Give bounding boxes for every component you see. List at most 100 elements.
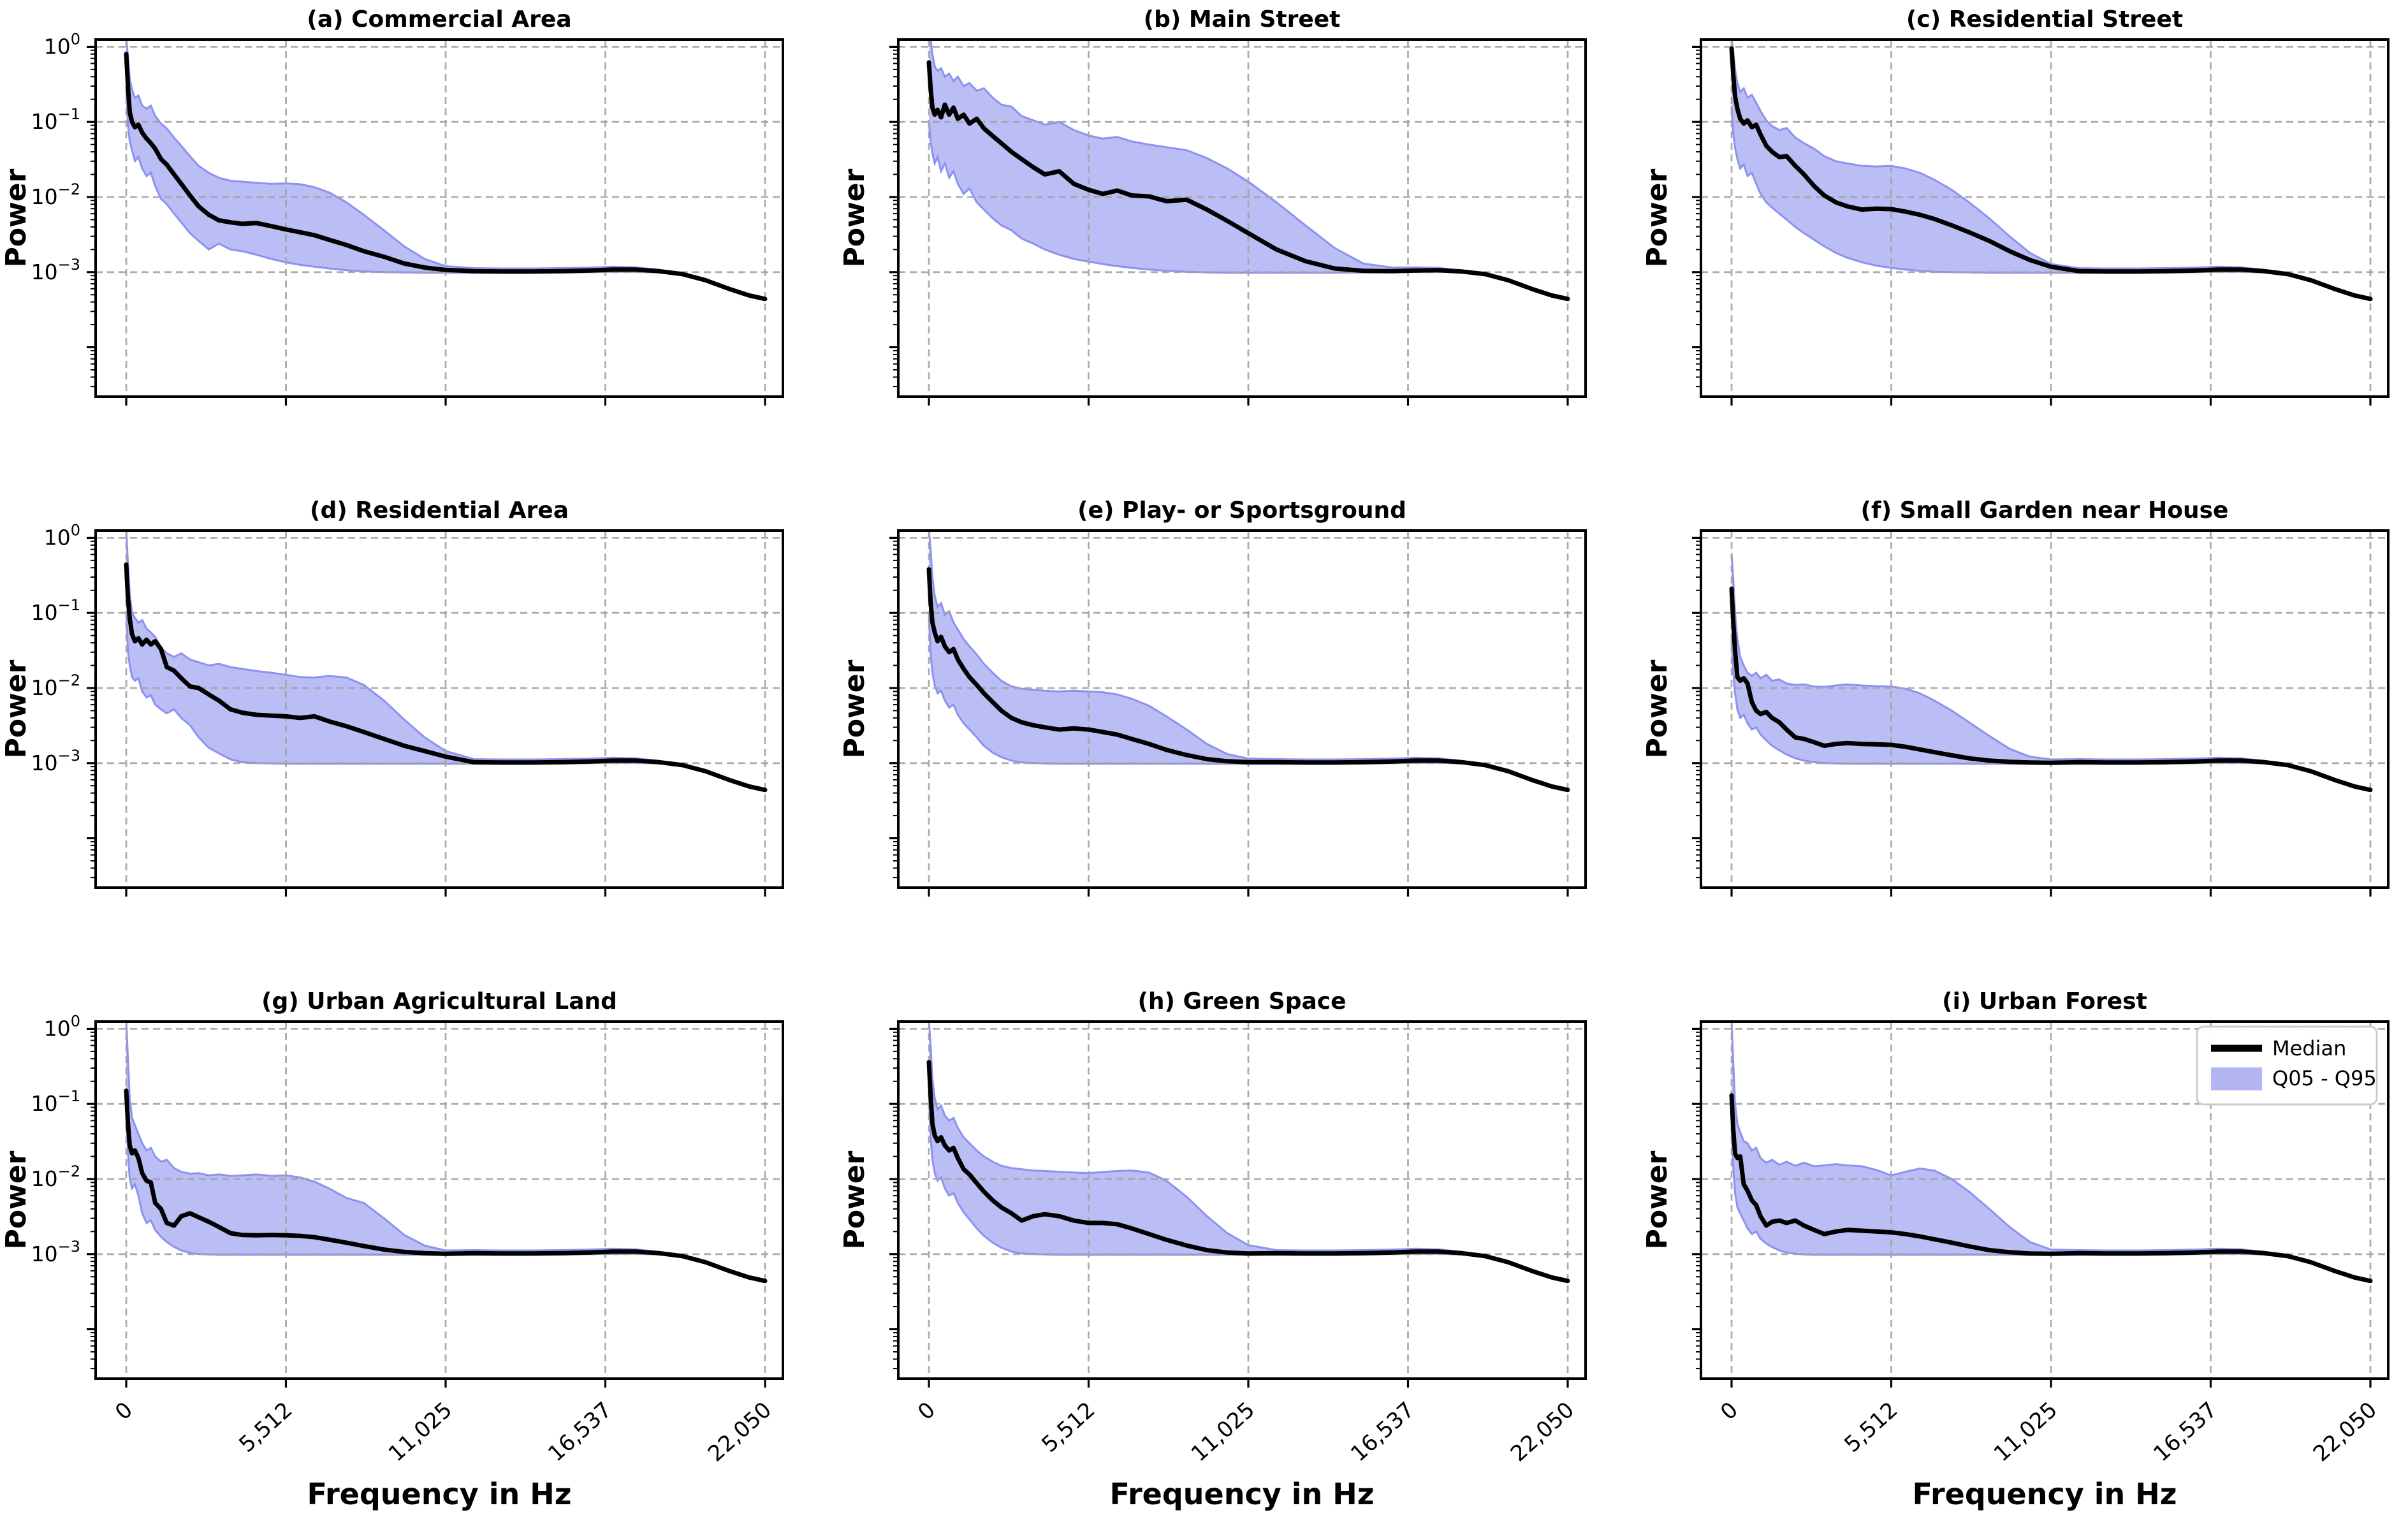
y-axis-label: Power: [0, 168, 33, 267]
subplot-d: (d) Residential Area 100 10−1 10−2 10−3 Power: [0, 491, 803, 982]
y-tick-label: 100: [44, 30, 80, 59]
x-tick-label: 11,025: [1186, 1397, 1260, 1467]
x-tick-label: 22,050: [2309, 1397, 2382, 1467]
tick-marks: [1692, 536, 2372, 897]
y-axis-label: Power: [1641, 659, 1674, 758]
y-tick-label: 10−2: [31, 671, 80, 700]
subplot-title: (a) Commercial Area: [307, 6, 571, 33]
quantile-band: [126, 531, 765, 791]
subplot-title: (i) Urban Forest: [1942, 988, 2147, 1015]
axes-box: [1700, 529, 2390, 889]
legend-band-label: Q05 - Q95: [2272, 1066, 2377, 1090]
axes-box: [897, 1020, 1587, 1380]
quantile-band: [929, 40, 1568, 300]
x-tick-label: 5,512: [1037, 1397, 1100, 1458]
median-line: [124, 52, 768, 302]
tick-marks: [87, 536, 766, 897]
median-line: [124, 1088, 768, 1284]
subplot-e: (e) Play- or Sportsground Power: [803, 491, 1605, 982]
x-tick-label: 0: [913, 1397, 940, 1425]
y-tick-label: 10−1: [31, 596, 80, 625]
subplot-c-canvas: (c) Residential Street Power: [1641, 6, 2390, 406]
x-axis-label: Frequency in Hz: [307, 1477, 571, 1511]
y-tick-label: 10−3: [31, 256, 80, 284]
subplot-title: (e) Play- or Sportsground: [1077, 497, 1406, 524]
x-tick-label: 16,537: [1346, 1397, 1419, 1467]
quantile-band: [929, 1022, 1568, 1282]
x-tick-label: 0: [1716, 1397, 1743, 1425]
quantile-band: [126, 40, 765, 300]
gridlines: [96, 40, 783, 397]
tick-marks: [1692, 1027, 2372, 1388]
y-axis-label: Power: [838, 659, 871, 758]
x-axis-label: Frequency in Hz: [1109, 1477, 1374, 1511]
y-tick-label: 10−1: [31, 1087, 80, 1116]
subplot-i-canvas: (i) Urban Forest Power 0 5,512 11,025 16,537 2…: [1641, 988, 2390, 1511]
subplot-b-canvas: (b) Main Street Power: [838, 6, 1587, 406]
subplot-g-canvas: (g) Urban Agricultural Land 100 10−1 10−2 10…: [0, 988, 784, 1511]
quantile-band: [126, 1022, 765, 1282]
y-axis-label: Power: [1641, 168, 1674, 267]
x-tick-label: 5,512: [234, 1397, 297, 1458]
gridlines: [898, 40, 1586, 397]
median-line: [1729, 46, 2373, 302]
axes-box: [1700, 38, 2390, 398]
legend-median-label: Median: [2272, 1036, 2346, 1060]
subplot-a: (a) Commercial Area 100 10−1 10−2 10−3 Power: [0, 0, 803, 491]
axes-box: [897, 38, 1587, 398]
subplot-e-canvas: (e) Play- or Sportsground Power: [838, 497, 1587, 897]
y-axis-label: Power: [0, 659, 33, 758]
subplot-f: (f) Small Garden near House Power: [1605, 491, 2408, 982]
median-line: [1729, 1093, 2373, 1284]
y-tick-label: 10−2: [31, 180, 80, 209]
y-tick-label: 10−2: [31, 1162, 80, 1191]
subplot-title: (b) Main Street: [1144, 6, 1341, 33]
median-line: [926, 60, 1570, 302]
quantile-band: [1732, 1022, 2370, 1282]
x-tick-label: 16,537: [543, 1397, 617, 1467]
subplot-title: (f) Small Garden near House: [1861, 497, 2229, 524]
y-tick-label: 10−3: [31, 1238, 80, 1266]
tick-marks: [1692, 45, 2372, 406]
median-line: [1729, 586, 2373, 793]
legend: Median Q05 - Q95: [2196, 1025, 2378, 1106]
tick-marks: [87, 45, 766, 406]
axes-box: [1700, 1020, 2390, 1380]
x-tick-label: 0: [110, 1397, 138, 1425]
subplot-title: (c) Residential Street: [1906, 6, 2183, 33]
x-axis-label: Frequency in Hz: [1912, 1477, 2177, 1511]
y-tick-label: 10−1: [31, 105, 80, 134]
axes-box: [94, 38, 784, 398]
axes-box: [94, 1020, 784, 1380]
subplot-title: (h) Green Space: [1137, 988, 1346, 1015]
x-tick-label: 22,050: [703, 1397, 777, 1467]
subplot-f-canvas: (f) Small Garden near House Power: [1641, 497, 2390, 897]
tick-marks: [87, 1027, 766, 1388]
subplot-c: (c) Residential Street Power: [1605, 0, 2408, 491]
x-tick-label: 11,025: [384, 1397, 457, 1467]
subplot-g: (g) Urban Agricultural Land 100 10−1 10−2 10…: [0, 982, 803, 1517]
x-tick-label: 22,050: [1506, 1397, 1579, 1467]
quantile-band: [929, 531, 1568, 791]
y-axis-label: Power: [1641, 1150, 1674, 1249]
y-tick-label: 100: [44, 1012, 80, 1041]
median-line: [926, 1060, 1570, 1284]
axes-box: [94, 529, 784, 889]
y-tick-label: 10−3: [31, 747, 80, 775]
median-line: [124, 562, 768, 793]
x-tick-label: 16,537: [2149, 1397, 2222, 1467]
axes-box: [897, 529, 1587, 889]
subplot-b: (b) Main Street Power: [803, 0, 1605, 491]
subplot-h: (h) Green Space Power 0 5,512 11,025 16,537 22…: [803, 982, 1605, 1517]
y-axis-label: Power: [0, 1150, 33, 1249]
subplot-h-canvas: (h) Green Space Power 0 5,512 11,025 16,537 22…: [838, 988, 1587, 1511]
x-tick-label: 5,512: [1839, 1397, 1902, 1458]
subplot-i: (i) Urban Forest Power 0 5,512 11,025 16,537 2…: [1605, 982, 2408, 1517]
median-line: [926, 567, 1570, 793]
x-tick-label: 11,025: [1989, 1397, 2062, 1467]
y-axis-label: Power: [838, 168, 871, 267]
tick-marks: [889, 45, 1569, 406]
